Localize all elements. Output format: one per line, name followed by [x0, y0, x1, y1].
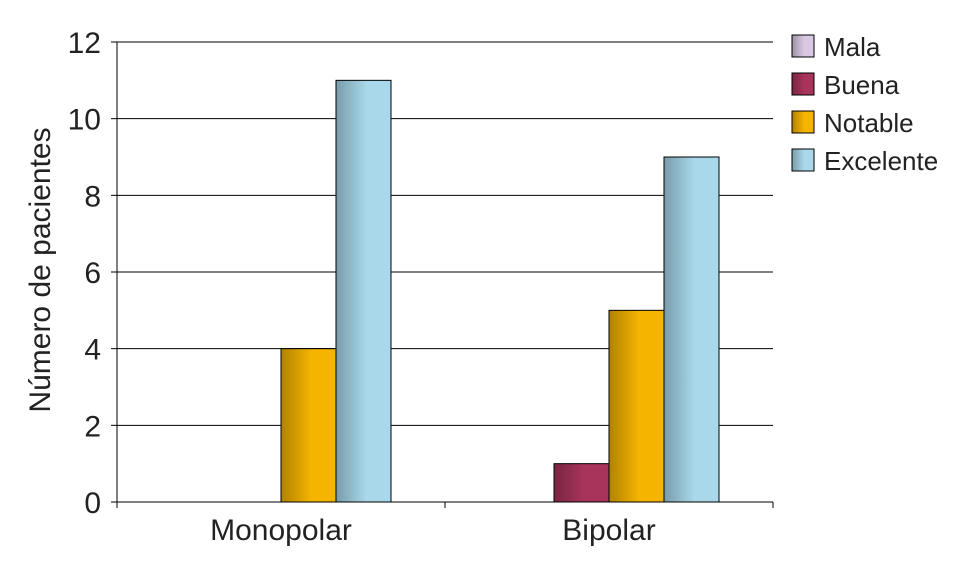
legend-swatch-notable	[791, 110, 815, 134]
y-tick-label: 12	[68, 27, 101, 60]
y-tick-label: 10	[68, 104, 101, 137]
legend-swatch-excelente	[791, 148, 815, 172]
bar-notable-bipolar	[608, 309, 665, 503]
bar-excelente-bipolar	[663, 156, 720, 503]
bars	[280, 79, 720, 503]
legend-label-mala: Mala	[824, 32, 881, 62]
y-axis-title: Número de pacientes	[24, 127, 57, 412]
y-tick-label: 0	[84, 487, 101, 520]
y-tick-label: 6	[84, 257, 101, 290]
bar-buena-bipolar	[553, 463, 610, 503]
axes: 0 2 4 6 8 10 12 Monopolar Bipolar	[68, 27, 774, 547]
legend-swatch-mala	[791, 34, 815, 58]
y-tick-label: 8	[84, 180, 101, 213]
x-category-label: Monopolar	[210, 514, 352, 547]
legend-label-notable: Notable	[824, 108, 914, 138]
legend-swatch-buena	[791, 72, 815, 96]
legend-label-excelente: Excelente	[824, 146, 938, 176]
legend-label-buena: Buena	[824, 70, 900, 100]
bar-excelente-monopolar	[335, 79, 392, 503]
y-tick-label: 4	[84, 334, 101, 367]
x-category-label: Bipolar	[562, 514, 655, 547]
legend: Mala Buena Notable Excelente	[791, 32, 938, 176]
bar-notable-monopolar	[280, 348, 337, 503]
y-tick-label: 2	[84, 410, 101, 443]
